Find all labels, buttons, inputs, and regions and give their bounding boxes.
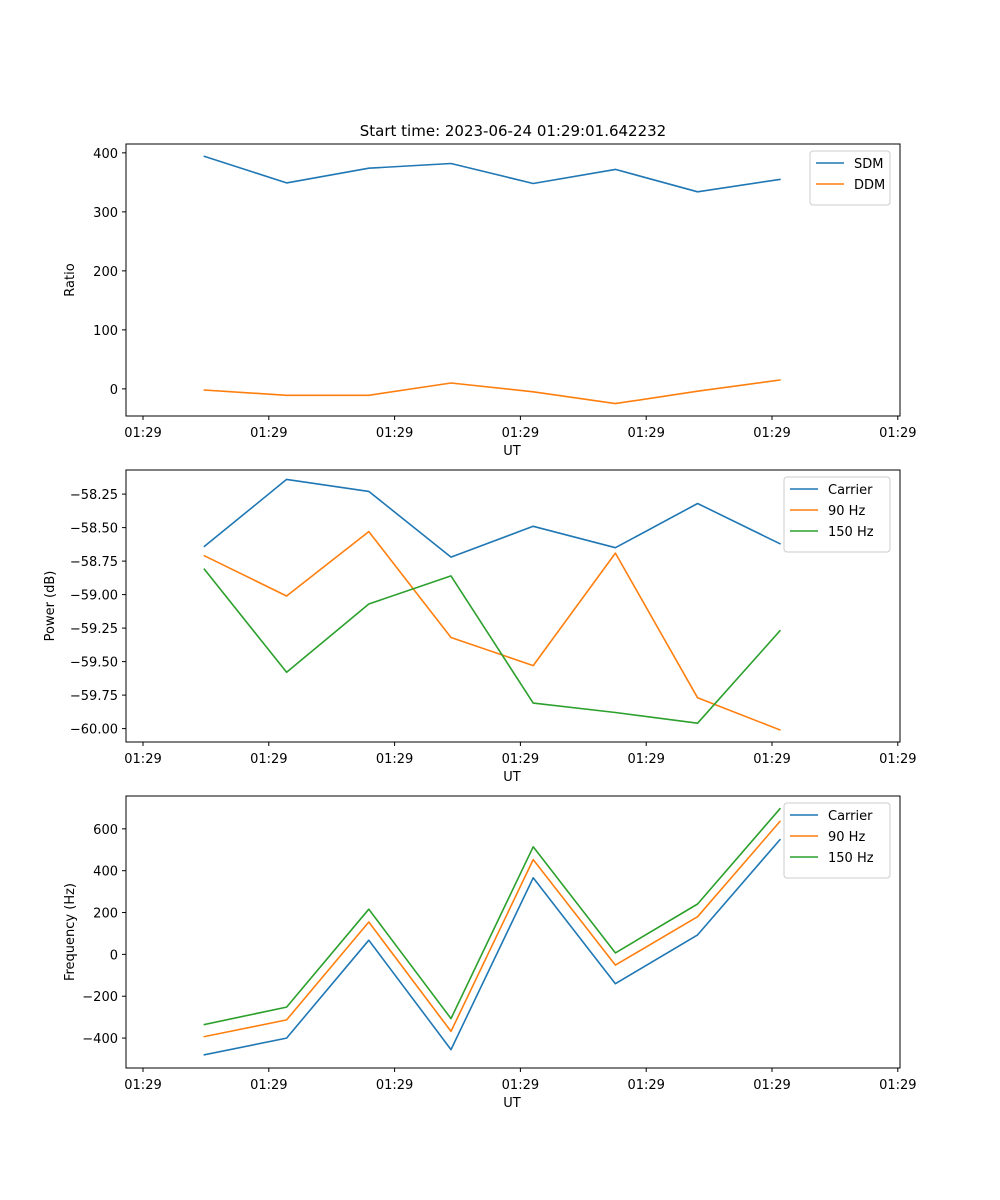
series-line-ddm bbox=[203, 379, 781, 405]
y-tick-label: 200 bbox=[93, 265, 118, 280]
x-tick-label: 01:29 bbox=[502, 752, 539, 767]
x-tick-label: 01:29 bbox=[124, 1078, 161, 1093]
series-line-150-hz bbox=[203, 807, 782, 1026]
legend: Carrier 90 Hz 150 Hz bbox=[783, 476, 891, 553]
legend-box bbox=[783, 802, 891, 879]
y-tick-label: 400 bbox=[93, 865, 118, 880]
series-line-150-hz bbox=[203, 568, 782, 725]
figure-title: Start time: 2023-06-24 01:29:01.642232 bbox=[360, 122, 666, 140]
x-tick-label: 01:29 bbox=[627, 1078, 664, 1093]
x-axis-label: UT bbox=[503, 770, 521, 785]
series-line-carrier bbox=[203, 838, 782, 1056]
y-axis-label: Ratio bbox=[63, 263, 78, 296]
axes-frame bbox=[125, 469, 901, 743]
x-tick-label: 01:29 bbox=[250, 752, 287, 767]
y-tick-label: −59.75 bbox=[70, 689, 118, 704]
ratio-panel: 0 100 200 300 400 01:29 01:29 01:29 01:29 01:29 01… bbox=[63, 143, 917, 459]
y-tick-label: −58.25 bbox=[70, 488, 118, 503]
legend-entry: 150 Hz bbox=[828, 851, 874, 866]
y-tick-label: −59.50 bbox=[70, 656, 118, 671]
x-tick-label: 01:29 bbox=[627, 752, 664, 767]
x-tick-label: 01:29 bbox=[879, 1078, 916, 1093]
series-line-90-hz bbox=[203, 820, 782, 1038]
x-tick-label: 01:29 bbox=[376, 426, 413, 441]
y-tick-label: −59.25 bbox=[70, 622, 118, 637]
y-tick-label: −400 bbox=[82, 1032, 118, 1047]
y-axis-label: Frequency (Hz) bbox=[63, 883, 78, 981]
legend-box bbox=[783, 476, 891, 553]
y-tick-label: −200 bbox=[82, 990, 118, 1005]
x-tick-label: 01:29 bbox=[124, 752, 161, 767]
power-panel: −58.25 −58.50 −58.75 −59.00 −59.25 −59.50 −59.… bbox=[43, 469, 917, 785]
x-tick-label: 01:29 bbox=[124, 426, 161, 441]
x-tick-label: 01:29 bbox=[753, 1078, 790, 1093]
x-tick-label: 01:29 bbox=[376, 1078, 413, 1093]
axes-frame bbox=[125, 143, 901, 417]
y-tick-label: 0 bbox=[110, 948, 118, 963]
legend-entry: Carrier bbox=[828, 809, 873, 824]
legend-entry: DDM bbox=[854, 178, 885, 193]
y-tick-label: −60.00 bbox=[70, 723, 118, 738]
y-tick-label: 300 bbox=[93, 206, 118, 221]
y-tick-label: −59.00 bbox=[70, 589, 118, 604]
legend-entry: 150 Hz bbox=[828, 525, 874, 540]
x-tick-label: 01:29 bbox=[502, 426, 539, 441]
y-tick-label: −58.75 bbox=[70, 555, 118, 570]
x-axis-label: UT bbox=[503, 1096, 521, 1111]
x-tick-label: 01:29 bbox=[879, 426, 916, 441]
legend: SDM DDM bbox=[809, 150, 891, 206]
y-tick-label: 0 bbox=[110, 383, 118, 398]
legend: Carrier 90 Hz 150 Hz bbox=[783, 802, 891, 879]
legend-entry: 90 Hz bbox=[828, 830, 865, 845]
x-tick-label: 01:29 bbox=[879, 752, 916, 767]
x-axis-label: UT bbox=[503, 444, 521, 459]
frequency-panel: −400 −200 0 200 400 600 01:29 01:29 01:29 01:29 01… bbox=[63, 795, 917, 1111]
legend-box bbox=[809, 150, 891, 206]
x-tick-label: 01:29 bbox=[250, 1078, 287, 1093]
axes-frame bbox=[125, 795, 901, 1069]
x-tick-label: 01:29 bbox=[250, 426, 287, 441]
series-line-sdm bbox=[203, 155, 781, 193]
legend-entry: SDM bbox=[854, 157, 883, 172]
y-tick-label: 200 bbox=[93, 907, 118, 922]
y-tick-label: 100 bbox=[93, 324, 118, 339]
x-tick-label: 01:29 bbox=[376, 752, 413, 767]
x-tick-label: 01:29 bbox=[502, 1078, 539, 1093]
y-tick-label: 600 bbox=[93, 823, 118, 838]
legend-entry: 90 Hz bbox=[828, 504, 865, 519]
y-axis-label: Power (dB) bbox=[43, 571, 58, 642]
x-tick-label: 01:29 bbox=[753, 426, 790, 441]
x-tick-label: 01:29 bbox=[753, 752, 790, 767]
y-tick-label: −58.50 bbox=[70, 522, 118, 537]
x-tick-label: 01:29 bbox=[627, 426, 664, 441]
y-tick-label: 400 bbox=[93, 147, 118, 162]
series-line-90-hz bbox=[203, 530, 781, 731]
series-line-carrier bbox=[203, 478, 781, 558]
legend-entry: Carrier bbox=[828, 483, 873, 498]
